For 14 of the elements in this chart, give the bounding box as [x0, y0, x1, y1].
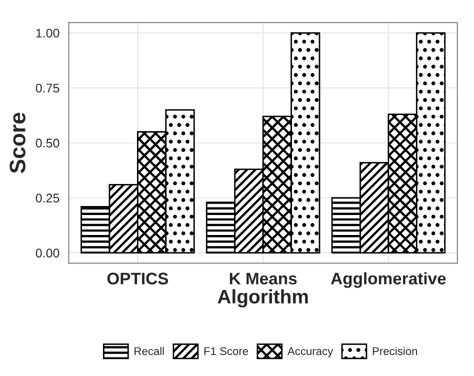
y-tick-label: 0.75 — [36, 84, 60, 93]
legend-label: F1 Score — [204, 347, 248, 356]
legend-label: Recall — [134, 346, 164, 356]
x-tick-label: OPTICS — [107, 272, 168, 284]
y-tick-label: 0.50 — [36, 138, 60, 148]
y-tick-label: 0.25 — [36, 194, 60, 203]
x-tick-label: Agglomerative — [330, 272, 446, 288]
legend-label: Accuracy — [287, 347, 334, 358]
y-tick-label: 1.00 — [36, 28, 60, 38]
legend-label: Precision — [372, 346, 417, 356]
x-tick-label: K Means — [230, 272, 297, 284]
y-tick-label: 0.00 — [36, 248, 60, 258]
x-axis-title: Algorithm — [218, 289, 308, 308]
y-axis-title: Score — [10, 112, 26, 174]
